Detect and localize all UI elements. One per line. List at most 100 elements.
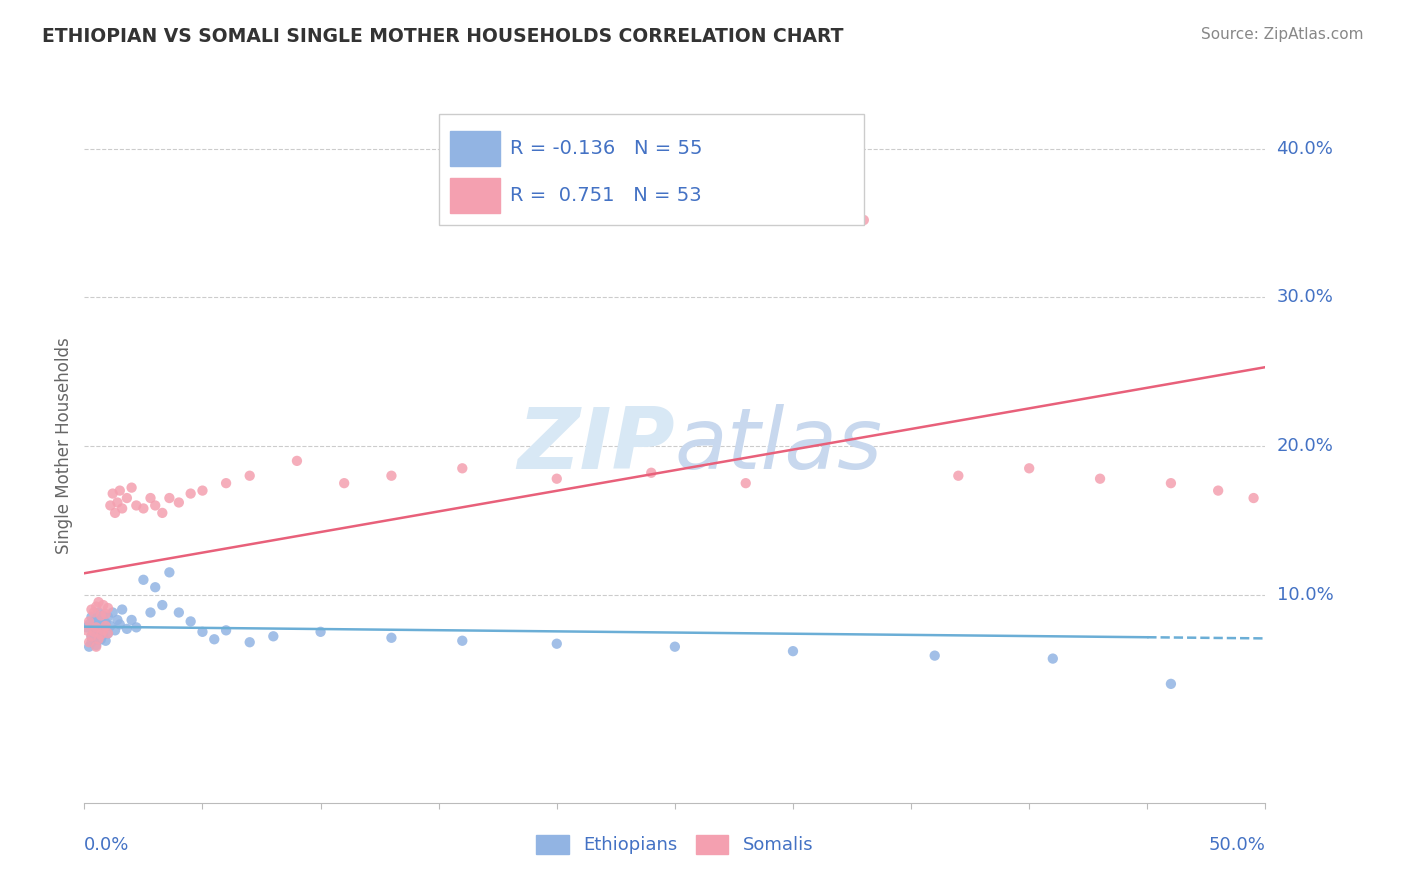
Point [1160, 677, 1182, 691]
Point [380, 468, 402, 483]
Text: 20.0%: 20.0% [1277, 437, 1333, 455]
Point [84, 624, 107, 638]
Point [97, 626, 120, 640]
Point [84, 640, 107, 654]
Point [104, 506, 127, 520]
Point [157, 566, 180, 580]
Point [239, 635, 262, 649]
Text: 30.0%: 30.0% [1277, 288, 1333, 306]
Point [98, 499, 121, 513]
Point [87, 606, 110, 620]
Point [107, 613, 129, 627]
Point [83, 606, 105, 620]
Point [546, 637, 568, 651]
Point [546, 472, 568, 486]
Point [90, 608, 112, 623]
Point [97, 626, 120, 640]
Point [90, 619, 112, 633]
Point [132, 573, 155, 587]
Point [451, 633, 474, 648]
Point [98, 619, 121, 633]
Point [108, 617, 131, 632]
Point [111, 501, 134, 516]
Point [97, 610, 120, 624]
Point [180, 486, 202, 500]
Point [84, 599, 107, 614]
Point [97, 601, 120, 615]
Point [91, 628, 114, 642]
Point [333, 476, 356, 491]
Point [80, 610, 103, 624]
Point [215, 476, 238, 491]
Text: 40.0%: 40.0% [1277, 140, 1333, 158]
Point [77, 617, 100, 632]
Point [139, 606, 162, 620]
Point [948, 468, 970, 483]
Point [132, 501, 155, 516]
Point [77, 640, 100, 654]
Text: 50.0%: 50.0% [1209, 836, 1265, 854]
Point [94, 633, 117, 648]
Point [1160, 476, 1182, 491]
Point [380, 631, 402, 645]
Text: R = -0.136   N = 55: R = -0.136 N = 55 [509, 139, 702, 158]
Point [87, 632, 110, 647]
Point [239, 468, 262, 483]
Point [77, 635, 100, 649]
Point [91, 598, 114, 612]
Point [77, 615, 100, 629]
Point [121, 481, 143, 495]
Point [664, 640, 686, 654]
Point [157, 491, 180, 505]
Point [139, 491, 162, 505]
Text: ZIP: ZIP [517, 404, 675, 488]
Point [215, 624, 238, 638]
Point [115, 622, 138, 636]
Point [734, 476, 756, 491]
Text: Source: ZipAtlas.com: Source: ZipAtlas.com [1201, 27, 1364, 42]
Point [101, 606, 124, 620]
Bar [450, 131, 501, 166]
Text: ETHIOPIAN VS SOMALI SINGLE MOTHER HOUSEHOLDS CORRELATION CHART: ETHIOPIAN VS SOMALI SINGLE MOTHER HOUSEH… [42, 27, 844, 45]
Point [125, 499, 148, 513]
Point [80, 602, 103, 616]
Point [150, 506, 173, 520]
Point [87, 595, 110, 609]
FancyBboxPatch shape [439, 114, 863, 225]
Point [115, 491, 138, 505]
Point [90, 628, 112, 642]
Point [180, 615, 202, 629]
Point [83, 624, 105, 639]
Point [451, 461, 474, 475]
Text: 0.0%: 0.0% [84, 836, 129, 854]
Y-axis label: Single Mother Households: Single Mother Households [55, 338, 73, 554]
Point [84, 611, 107, 625]
Point [924, 648, 946, 663]
Point [1206, 483, 1229, 498]
Point [143, 499, 166, 513]
Point [76, 620, 98, 634]
Point [84, 620, 107, 634]
Point [309, 624, 332, 639]
Point [84, 638, 107, 652]
Point [87, 626, 110, 640]
Text: R =  0.751   N = 53: R = 0.751 N = 53 [509, 186, 702, 205]
Point [111, 602, 134, 616]
Point [852, 213, 875, 227]
Point [76, 624, 98, 638]
Point [1042, 651, 1064, 665]
Point [125, 620, 148, 634]
Point [80, 629, 103, 643]
Point [84, 617, 107, 632]
Point [1243, 491, 1265, 505]
Point [1018, 461, 1040, 475]
Point [80, 629, 103, 643]
Point [782, 644, 804, 658]
Text: 10.0%: 10.0% [1277, 586, 1333, 604]
Point [94, 607, 117, 621]
Point [91, 608, 114, 623]
Bar [450, 178, 501, 212]
Point [143, 580, 166, 594]
Point [121, 613, 143, 627]
Point [285, 454, 308, 468]
